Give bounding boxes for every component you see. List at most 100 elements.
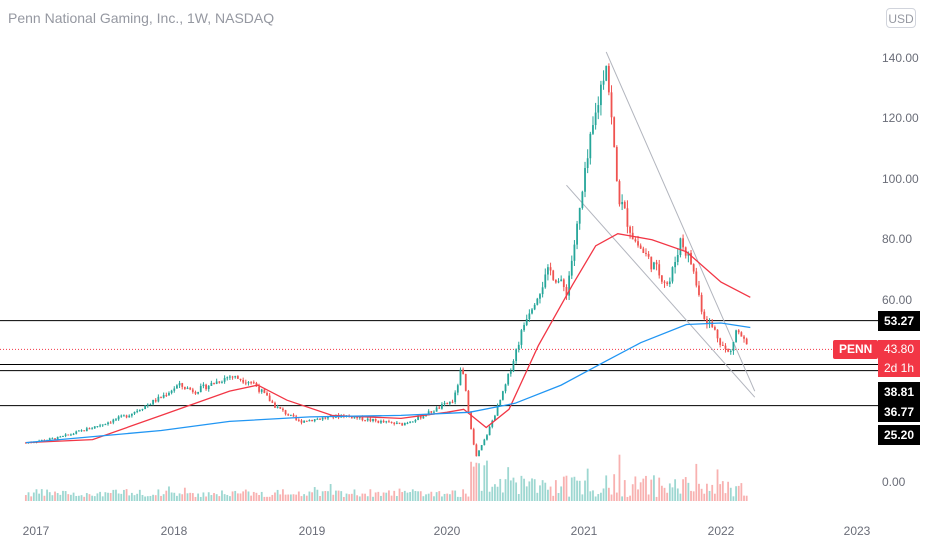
volume-bar: [658, 477, 661, 501]
volume-bar: [743, 495, 745, 501]
candle-body: [719, 338, 722, 345]
candle-body: [732, 341, 735, 351]
volume-bar: [409, 492, 412, 501]
candle-body: [581, 191, 584, 208]
volume-bar: [456, 496, 459, 501]
volume-bar: [157, 489, 160, 501]
volume-bar: [435, 492, 438, 501]
volume-bar: [138, 489, 141, 501]
x-tick-label: 2022: [707, 524, 735, 538]
volume-bar: [531, 478, 533, 501]
candle-body: [234, 376, 237, 378]
candle-body: [99, 425, 101, 427]
volume-bar: [520, 475, 523, 501]
candle-body: [154, 399, 157, 402]
candle-body: [289, 414, 292, 416]
candle-body: [512, 361, 515, 372]
candle-body: [605, 65, 608, 81]
candle-body: [700, 294, 703, 312]
volume-bar: [634, 476, 637, 501]
volume-bar: [160, 495, 162, 501]
candle-body: [372, 419, 374, 421]
candle-body: [419, 415, 422, 419]
candle-body: [300, 420, 303, 423]
volume-bar: [162, 494, 165, 501]
bar-countdown-tag: 2d 1h: [878, 359, 920, 377]
candle-body: [446, 402, 449, 404]
volume-bar: [395, 496, 398, 501]
volume-bar: [35, 489, 38, 501]
candle-body: [83, 430, 86, 432]
candle-body: [729, 350, 732, 352]
candle-body: [242, 380, 245, 383]
volume-bar: [59, 494, 62, 501]
volume-bar: [348, 494, 351, 501]
volume-bar: [369, 489, 372, 501]
volume-bar: [382, 492, 385, 501]
volume-bar: [350, 493, 353, 501]
volume-bar: [523, 478, 525, 501]
candle-body: [655, 262, 658, 265]
volume-bar: [528, 481, 531, 501]
candle-body: [472, 429, 475, 445]
volume-bar: [46, 489, 48, 501]
volume-bar: [430, 491, 433, 501]
candle-body: [231, 376, 234, 378]
volume-bar: [663, 487, 666, 501]
volume-bar: [380, 495, 382, 501]
volume-bar: [210, 495, 213, 501]
volume-bar: [631, 484, 634, 501]
volume-bar: [679, 493, 682, 501]
volume-bar: [329, 484, 332, 501]
candle-body: [250, 382, 253, 384]
volume-bar: [88, 494, 91, 501]
candle-body: [417, 415, 419, 420]
volume-bar: [446, 493, 449, 501]
candle-body: [101, 424, 104, 426]
candle-body: [703, 311, 706, 319]
volume-bar: [645, 475, 647, 501]
candle-body: [324, 417, 327, 419]
volume-bar: [602, 488, 605, 501]
candle-body: [411, 421, 414, 423]
candle-body: [584, 168, 586, 192]
volume-bar: [289, 494, 292, 501]
volume-bar: [223, 494, 226, 501]
candle-body: [205, 384, 207, 390]
candle-body: [104, 424, 107, 426]
volume-bar: [517, 494, 520, 501]
currency-button[interactable]: USD: [886, 8, 916, 28]
candle-body: [88, 428, 91, 430]
candle-body: [321, 417, 324, 420]
candle-body: [682, 238, 684, 248]
volume-bar: [189, 492, 192, 501]
y-tick-label: 0.00: [882, 475, 906, 489]
candle-body: [520, 330, 523, 345]
volume-bar: [613, 474, 616, 501]
volume-bar: [621, 496, 624, 501]
candle-body: [623, 201, 626, 209]
symbol-tag: PENN: [833, 340, 879, 359]
candle-body: [647, 253, 650, 257]
candle-body: [24, 442, 27, 444]
volume-bar: [199, 496, 202, 501]
candle-body: [483, 439, 486, 446]
volume-bar: [597, 494, 600, 501]
volume-bar: [565, 475, 568, 501]
volume-bar: [695, 463, 698, 501]
volume-bar: [393, 490, 396, 501]
candle-body: [422, 416, 425, 419]
candle-body: [327, 416, 329, 419]
candle-body: [215, 381, 218, 384]
volume-bar: [467, 496, 470, 501]
volume-bar: [335, 490, 337, 501]
volume-bar: [637, 489, 639, 501]
volume-bar: [319, 496, 321, 501]
volume-bar: [112, 489, 115, 501]
candle-body: [615, 147, 618, 182]
candle-body: [435, 407, 438, 412]
candle-body: [239, 378, 242, 381]
candle-body: [515, 349, 518, 362]
volume-bar: [581, 494, 584, 501]
